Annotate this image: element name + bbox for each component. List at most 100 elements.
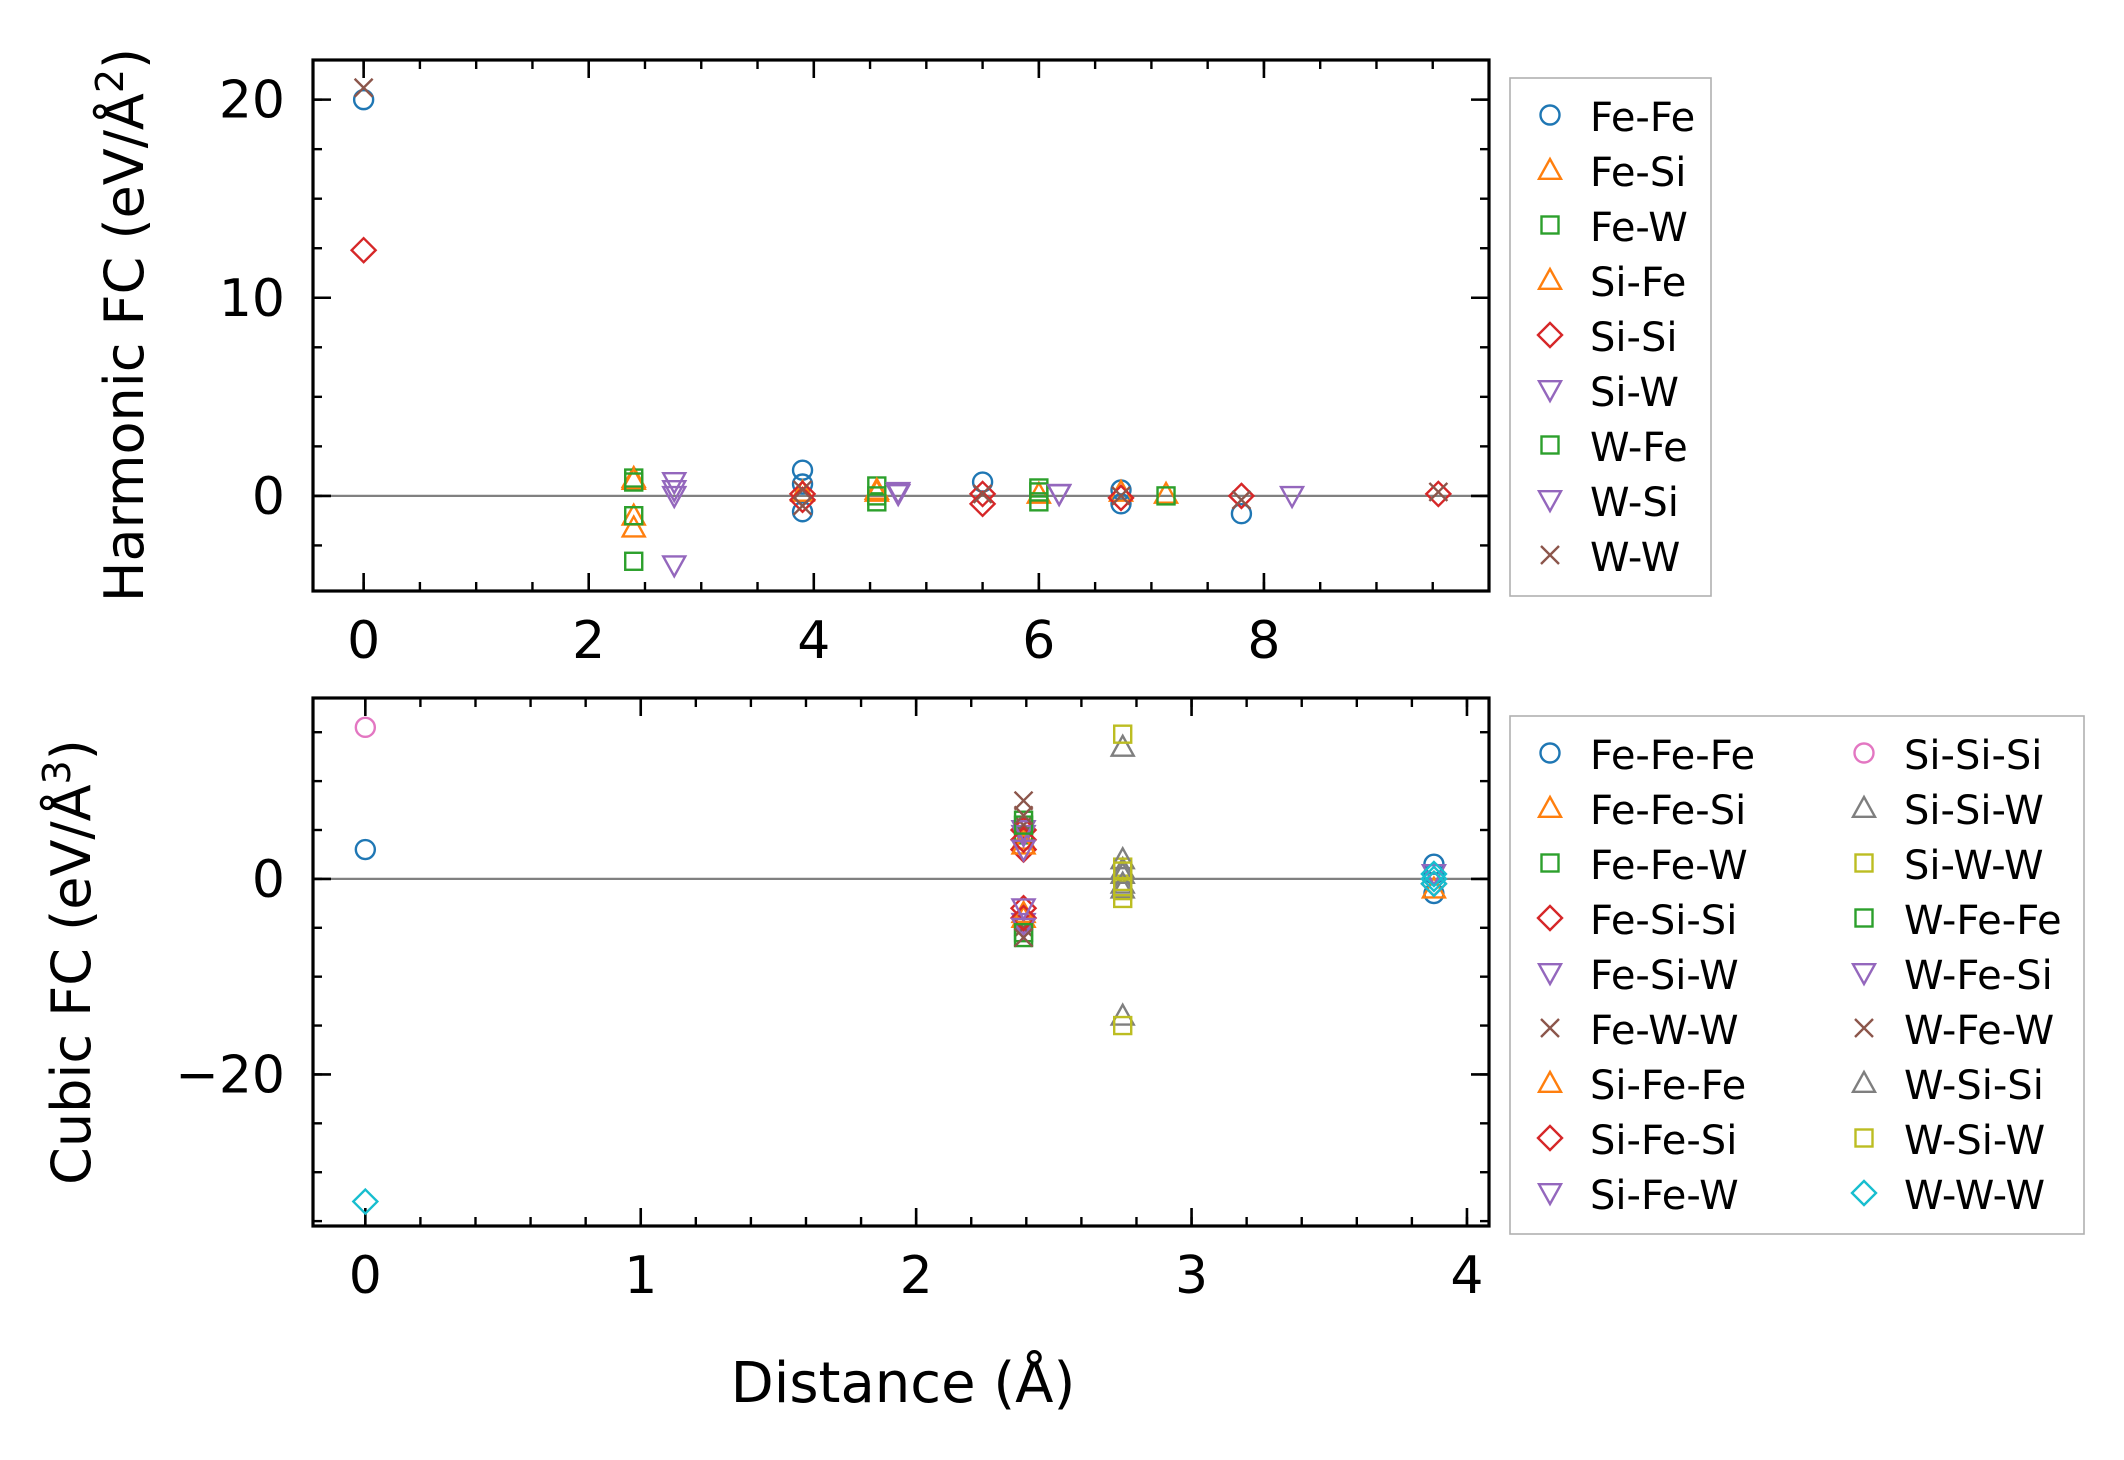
harmonic-point-w-w [972, 484, 993, 504]
cubic-point-w-si-w [1113, 888, 1133, 909]
harmonic-point-si-si [1424, 480, 1453, 508]
harmonic-x-tick-label: 4 [797, 611, 830, 671]
harmonic-point-fe-fe [791, 501, 814, 523]
cubic-point-w-w-w [351, 1187, 380, 1216]
harmonic-point-fe-fe [791, 473, 814, 495]
cubic-legend-label-si-si-si: Si-Si-Si [1904, 733, 2042, 779]
harmonic-y-axis-label-text: Harmonic FC (eV/Å [92, 93, 156, 602]
harmonic-point-w-si [1046, 483, 1073, 508]
cubic-legend-label-fe-si-w: Fe-Si-W [1590, 953, 1739, 999]
harmonic-y-axis-label-sup: 2 [88, 69, 132, 93]
harmonic-x-tick-label: 2 [572, 611, 605, 671]
harmonic-point-w-fe [867, 486, 887, 506]
cubic-legend-marker-fe-fe-fe [1539, 742, 1561, 764]
harmonic-series-w-w [353, 77, 1449, 516]
harmonic-point-fe-w [1029, 492, 1049, 512]
harmonic-point-w-w [1231, 490, 1252, 510]
cubic-legend-label-fe-fe-si: Fe-Fe-Si [1590, 788, 1746, 834]
harmonic-axes-frame [311, 58, 1491, 593]
harmonic-point-si-w [661, 485, 688, 510]
cubic-x-tick-label: 0 [349, 1246, 382, 1306]
harmonic-point-si-si [968, 490, 997, 518]
cubic-point-si-si-w [1109, 875, 1136, 899]
cubic-point-fe-fe-fe [354, 838, 377, 861]
harmonic-legend-label-w-fe: W-Fe [1590, 425, 1688, 471]
harmonic-point-si-fe [863, 476, 890, 500]
cubic-series-w-fe-si [1010, 839, 1037, 922]
harmonic-legend-label-fe-si: Fe-Si [1590, 150, 1686, 196]
harmonic-point-w-w [1428, 482, 1449, 502]
harmonic-legend-label-si-w: Si-W [1590, 370, 1679, 416]
cubic-legend-marker-w-si-si [1850, 1069, 1878, 1094]
cubic-legend-marker-w-w-w [1850, 1179, 1878, 1207]
harmonic-legend-marker-si-fe [1536, 266, 1564, 290]
cubic-legend: Fe-Fe-Fe Fe-Fe-Si Fe-Fe-W Fe-Si-Si Fe-Si-W Fe… [1509, 715, 2085, 1235]
harmonic-legend-box [1509, 77, 1712, 597]
harmonic-series-si-si [349, 236, 1453, 518]
cubic-legend-label-fe-fe-fe: Fe-Fe-Fe [1590, 733, 1755, 779]
cubic-point-w-w-w [1420, 870, 1448, 898]
harmonic-point-fe-si [620, 514, 647, 538]
harmonic-legend: Fe-Fe Fe-Si Fe-W Si-Fe Si-Si Si-W W-Fe W-Si W-W [1509, 77, 1712, 597]
harmonic-y-tick-label: 10 [219, 269, 285, 329]
cubic-x-tick-label: 2 [900, 1246, 933, 1306]
cubic-legend-marker-si-fe-fe [1536, 1069, 1564, 1094]
harmonic-point-fe-w [624, 506, 644, 526]
cubic-point-si-si-w [1109, 1002, 1136, 1026]
harmonic-point-si-si [788, 486, 817, 514]
harmonic-point-w-si [661, 555, 688, 579]
cubic-y-axis-label-text: Cubic FC (eV/Å [39, 784, 103, 1184]
harmonic-series-fe-fe [352, 88, 1253, 525]
cubic-point-w-si-si [1109, 860, 1136, 884]
cubic-series-w-si-w [1113, 861, 1133, 909]
cubic-point-w-si-w [1113, 861, 1133, 881]
cubic-point-w-fe-w [1013, 927, 1034, 948]
harmonic-point-fe-w [1156, 486, 1176, 506]
cubic-point-w-fe-si [1010, 839, 1037, 864]
cubic-axes-frame [311, 696, 1491, 1228]
cubic-point-w-w-w [1420, 860, 1448, 888]
cubic-legend-label-si-fe-fe: Si-Fe-Fe [1590, 1063, 1746, 1109]
harmonic-x-tick-label: 8 [1247, 611, 1280, 671]
harmonic-legend-marker-si-si [1536, 321, 1564, 349]
cubic-minor-ticks [313, 698, 1489, 1226]
cubic-x-tick-label: 1 [624, 1246, 657, 1306]
harmonic-legend-label-si-fe: Si-Fe [1590, 260, 1686, 306]
cubic-series-w-w-w [351, 860, 1448, 1216]
cubic-y-tick-label: −20 [175, 1045, 285, 1105]
cubic-legend-marker-si-si-si [1853, 742, 1875, 764]
cubic-point-w-fe-fe [1013, 922, 1034, 943]
cubic-series-si-fe-si [1009, 826, 1038, 932]
harmonic-point-w-w [1111, 486, 1131, 506]
harmonic-legend-label-fe-fe: Fe-Fe [1590, 95, 1695, 141]
harmonic-point-si-si [1107, 484, 1135, 512]
cubic-x-tick-label: 4 [1450, 1246, 1483, 1306]
cubic-series-fe-si-si [1009, 816, 1448, 922]
cubic-series-si-si-si [354, 716, 377, 739]
cubic-y-axis-label-sup: 3 [35, 760, 79, 784]
harmonic-legend-marker-fe-si [1536, 156, 1564, 181]
harmonic-legend-marker-w-w [1540, 545, 1560, 565]
cubic-y-axis-label-close: ) [40, 739, 103, 760]
cubic-series-fe-fe-fe [354, 838, 1445, 905]
cubic-point-si-fe-si [1009, 826, 1038, 854]
harmonic-point-fe-si [789, 478, 816, 502]
harmonic-legend-marker-w-si [1536, 490, 1564, 514]
cubic-point-fe-fe-si [1010, 826, 1037, 850]
harmonic-point-w-w [792, 480, 813, 500]
cubic-y-axis-label: Cubic FC (eV/Å3) [35, 739, 103, 1185]
cubic-legend-label-si-si-w: Si-Si-W [1904, 788, 2044, 834]
cubic-legend-marker-si-w-w [1854, 853, 1874, 873]
harmonic-point-fe-w [624, 551, 644, 571]
harmonic-point-w-si [885, 483, 912, 508]
cubic-legend-marker-w-fe-fe [1854, 908, 1874, 928]
harmonic-point-fe-fe [352, 88, 375, 111]
harmonic-legend-label-si-si: Si-Si [1590, 315, 1677, 361]
cubic-legend-label-si-fe-si: Si-Fe-Si [1590, 1118, 1737, 1164]
cubic-point-si-fe-w [1010, 820, 1037, 844]
cubic-legend-label-w-w-w: W-W-W [1904, 1173, 2045, 1219]
cubic-point-si-si-si [354, 716, 377, 739]
harmonic-legend-label-w-w: W-W [1590, 535, 1680, 581]
cubic-legend-label-w-fe-fe: W-Fe-Fe [1904, 898, 2062, 944]
